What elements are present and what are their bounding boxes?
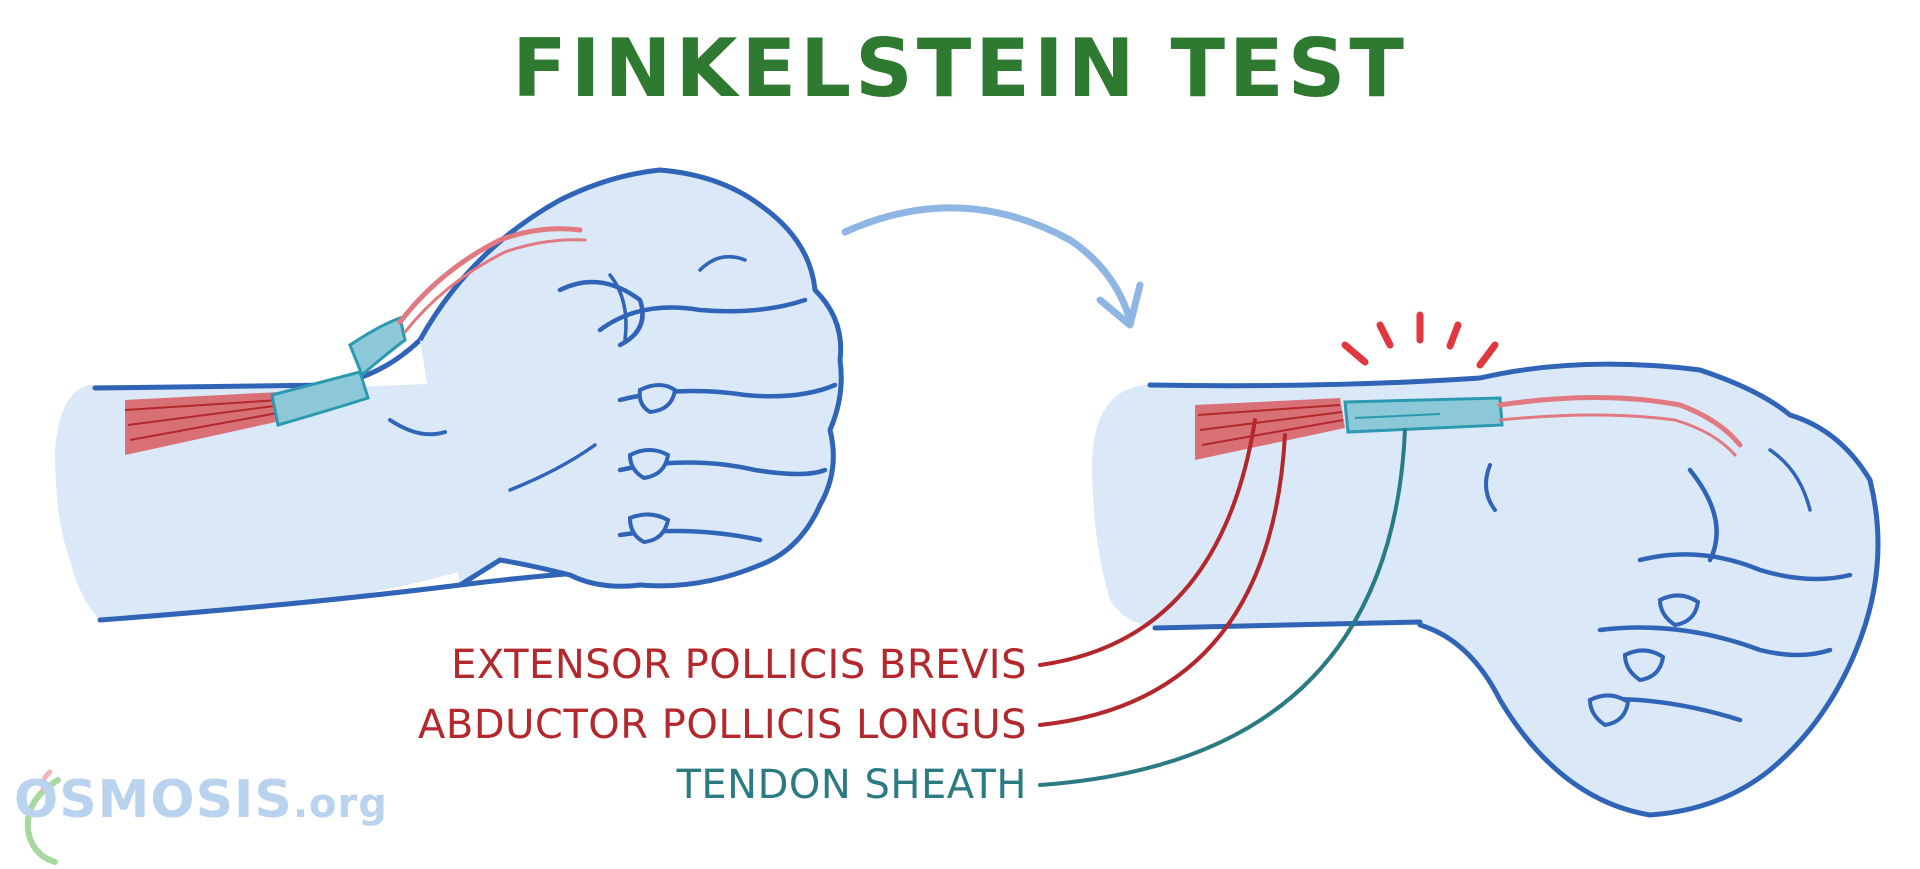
apl-leader-line [1038,433,1287,727]
osmosis-logo: OSMOSIS.org [14,770,388,830]
epb-leader-line [1038,418,1257,667]
curved-arrow-icon [841,204,1144,329]
label-abductor-pollicis-longus: ABDUCTOR POLLICIS LONGUS [418,702,1027,748]
sheath-leader-line [1038,428,1407,787]
logo-main: OSMOSIS [14,770,293,830]
page-title: FINKELSTEIN TEST [512,22,1408,115]
right-tendon-sheath [1343,396,1504,434]
left-fist [55,167,844,623]
osmosis-logo-icon [24,769,61,865]
right-muscle-belly [1195,398,1345,460]
logo-suffix: .org [292,781,388,827]
left-muscle-belly [124,392,285,455]
label-tendon-sheath: TENDON SHEATH [676,762,1027,808]
pain-burst-icon [1341,311,1499,369]
label-extensor-pollicis-brevis: EXTENSOR POLLICIS BREVIS [451,642,1027,688]
leader-lines [1038,418,1407,787]
right-fist [1092,361,1881,818]
left-tendon-sheath [270,316,407,427]
